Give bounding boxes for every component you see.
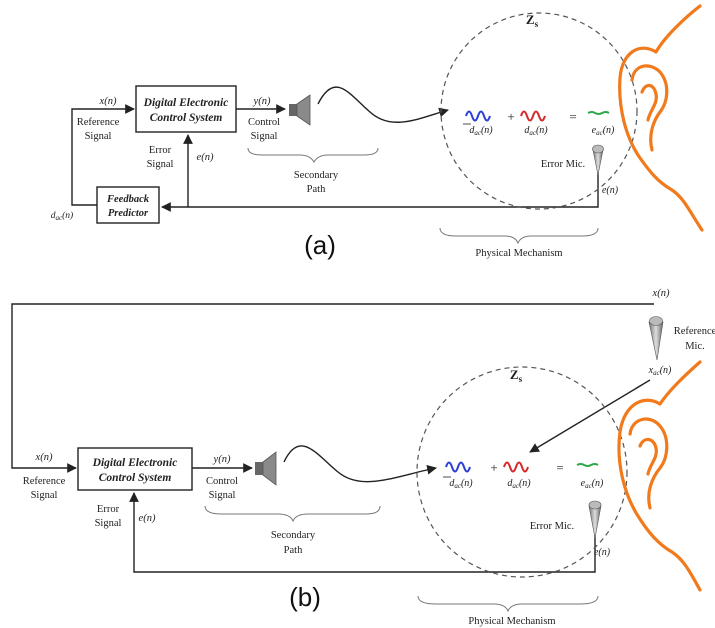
secondary-path-label-b-line2: Path [284, 545, 303, 556]
x-n-label-a: x(n) [99, 96, 117, 107]
controller-label-a-line1: Digital Electronic [143, 97, 229, 109]
reference-signal-label-a-line2: Signal [85, 131, 112, 142]
panel-a: Digital Electronic Control System Feedba… [51, 6, 702, 260]
secondary-path-label-a-line2: Path [307, 184, 326, 195]
wave-dhat-b [446, 463, 470, 472]
error-mic-label-b: Error Mic. [530, 521, 574, 532]
d-label-a: dac(n) [524, 125, 548, 137]
y-n-label-b: y(n) [213, 454, 231, 465]
physical-mechanism-brace-b [418, 596, 598, 611]
wave-e-b [577, 464, 598, 466]
dhat-label-a: dac(n) [469, 125, 493, 137]
reference-signal-label-b-line2: Signal [31, 490, 58, 501]
x-n-top-label-b: x(n) [652, 288, 670, 299]
error-signal-label-b-line1: Error [97, 504, 120, 515]
primary-noise-arrow-b [530, 380, 650, 452]
reference-signal-label-b-line1: Reference [23, 476, 66, 487]
e-n-right-label-b: e(n) [594, 547, 611, 558]
physical-mechanism-label-b: Physical Mechanism [468, 616, 555, 627]
speaker-icon-b [255, 452, 276, 485]
controller-box-a [136, 86, 236, 132]
reference-mic-label-line2: Mic. [685, 341, 705, 352]
wave-dhat-a [466, 112, 490, 121]
caption-a: (a) [304, 230, 336, 260]
error-mic-icon-b [589, 501, 601, 538]
plus-sign-a: + [507, 109, 514, 124]
reference-mic-icon-b [649, 317, 663, 361]
physical-mechanism-brace-a [440, 228, 598, 243]
quiet-zone-circle-a [441, 13, 637, 209]
e-n-right-label-a: e(n) [602, 185, 619, 196]
control-signal-label-b-line1: Control [206, 476, 238, 487]
plus-sign-b: + [490, 460, 497, 475]
d-ac-label-a: dac(n) [51, 210, 73, 222]
controller-label-b-line1: Digital Electronic [92, 457, 178, 469]
dhat-label-b: dac(n) [449, 478, 473, 490]
control-signal-label-b-line2: Signal [209, 490, 236, 501]
error-mic-icon-a [593, 145, 604, 175]
predictor-label-line2: Predictor [108, 208, 149, 219]
wave-d-a [521, 112, 545, 121]
predictor-label-line1: Feedback [106, 194, 150, 205]
ear-icon-a [620, 6, 702, 230]
speaker-icon-a [289, 95, 310, 125]
y-n-label-a: y(n) [253, 96, 271, 107]
zone-label-b: Zs [510, 367, 523, 384]
e-label-b: eac(n) [581, 478, 604, 490]
error-return-line-a [162, 160, 598, 207]
zone-label-a: Zs [526, 12, 539, 29]
ear-icon-b [619, 362, 700, 590]
equals-sign-a: = [569, 109, 576, 124]
x-ac-label-b: xac(n) [648, 365, 672, 377]
panel-b: x(n) x(n) Reference Signal Reference Mic… [12, 288, 715, 627]
error-signal-label-a-line1: Error [149, 145, 172, 156]
secondary-path-label-a-line1: Secondary [294, 170, 339, 181]
d-label-b: dac(n) [507, 478, 531, 490]
secondary-path-brace-a [248, 148, 378, 162]
controller-label-b-line2: Control System [99, 472, 172, 484]
error-signal-label-a-line2: Signal [147, 159, 174, 170]
error-return-line-b [134, 493, 595, 572]
e-n-left-label-a: e(n) [197, 152, 214, 163]
controller-label-a-line2: Control System [150, 112, 223, 124]
control-signal-label-a-line1: Control [248, 117, 280, 128]
secondary-path-curve-b [284, 446, 436, 482]
wave-d-b [504, 463, 528, 472]
secondary-path-curve-a [318, 87, 448, 122]
error-signal-label-b-line2: Signal [95, 518, 122, 529]
control-signal-label-a-line2: Signal [251, 131, 278, 142]
caption-b: (b) [289, 582, 321, 612]
reference-signal-label-a-line1: Reference [77, 117, 120, 128]
physical-mechanism-label-a: Physical Mechanism [475, 248, 562, 259]
wave-e-a [588, 112, 609, 114]
reference-signal-line-b [12, 304, 654, 468]
secondary-path-label-b-line1: Secondary [271, 530, 316, 541]
equals-sign-b: = [556, 460, 563, 475]
reference-mic-label-line1: Reference [674, 326, 715, 337]
e-label-a: eac(n) [592, 125, 615, 137]
secondary-path-brace-b [205, 506, 380, 521]
e-n-left-label-b: e(n) [139, 513, 156, 524]
x-n-left-label-b: x(n) [35, 452, 53, 463]
error-mic-label-a: Error Mic. [541, 159, 585, 170]
